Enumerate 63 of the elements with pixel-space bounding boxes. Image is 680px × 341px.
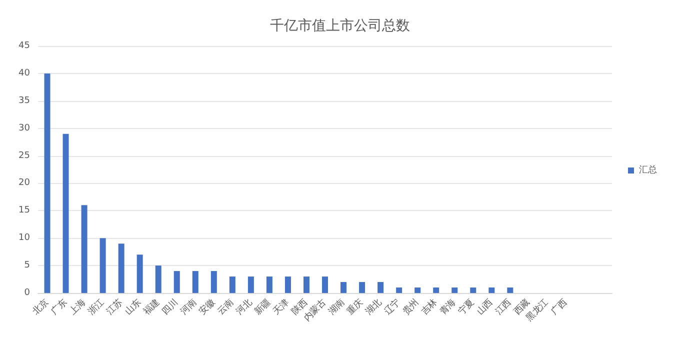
x-tick-label: 河北 xyxy=(234,296,254,318)
bar xyxy=(155,266,162,293)
bar xyxy=(248,276,254,293)
y-tick-label: 15 xyxy=(18,206,30,216)
x-tick-label: 重庆 xyxy=(345,296,366,318)
bar xyxy=(284,276,291,293)
y-tick-label: 45 xyxy=(18,41,30,51)
x-tick-label: 宁夏 xyxy=(456,296,477,318)
x-tick-label: 湖北 xyxy=(364,296,384,318)
bar xyxy=(340,282,347,293)
bar xyxy=(210,271,217,293)
y-tick-label: 25 xyxy=(18,150,30,161)
x-tick-label: 青海 xyxy=(438,296,458,318)
x-tick-label: 湖南 xyxy=(326,296,348,318)
bar xyxy=(62,134,69,293)
bar xyxy=(470,288,476,293)
x-tick-label: 福建 xyxy=(141,296,162,318)
bar xyxy=(452,288,458,293)
bar xyxy=(229,276,236,293)
bar xyxy=(433,288,440,293)
bar xyxy=(192,271,198,293)
bar xyxy=(322,276,328,293)
x-tick-label: 云南 xyxy=(215,296,236,318)
x-tick-label: 安徽 xyxy=(196,296,218,318)
bar xyxy=(303,276,310,293)
legend-label: 汇总 xyxy=(639,164,657,176)
y-tick-label: 10 xyxy=(18,233,30,244)
y-tick-label: 20 xyxy=(18,178,30,188)
bar xyxy=(100,238,106,293)
bar xyxy=(81,205,88,293)
x-tick-label: 上海 xyxy=(67,296,88,318)
bar xyxy=(507,288,514,293)
x-tick-label: 江苏 xyxy=(104,296,125,318)
y-tick-label: 0 xyxy=(24,288,30,298)
bar xyxy=(396,288,402,293)
bar xyxy=(414,288,421,293)
x-tick-label: 四川 xyxy=(160,296,180,318)
bar xyxy=(488,288,495,293)
y-tick-label: 35 xyxy=(18,96,30,106)
x-tick-label: 吉林 xyxy=(419,296,440,318)
x-tick-label: 广东 xyxy=(48,296,70,318)
bar xyxy=(359,282,366,293)
chart-title: 千亿市值上市公司总数 xyxy=(270,18,410,34)
x-tick-label: 浙江 xyxy=(86,296,106,318)
x-tick-label: 天津 xyxy=(270,296,292,318)
x-tick-label: 贵州 xyxy=(400,296,422,318)
x-tick-label: 河南 xyxy=(178,296,199,318)
y-tick-label: 30 xyxy=(18,123,30,134)
bar xyxy=(136,254,143,293)
x-tick-label: 江西 xyxy=(493,296,514,318)
bar xyxy=(266,276,272,293)
bar xyxy=(44,73,50,293)
x-tick-label: 辽宁 xyxy=(382,296,403,318)
x-tick-label: 北京 xyxy=(30,296,51,318)
x-tick-label: 新疆 xyxy=(252,296,273,318)
x-tick-label: 广西 xyxy=(548,296,570,318)
y-tick-label: 5 xyxy=(24,260,30,271)
x-tick-label: 山西 xyxy=(474,296,496,318)
bar xyxy=(118,244,124,293)
x-tick-label: 山东 xyxy=(122,296,144,318)
bar xyxy=(174,271,180,293)
y-tick-label: 40 xyxy=(18,68,30,78)
bar xyxy=(378,282,384,293)
